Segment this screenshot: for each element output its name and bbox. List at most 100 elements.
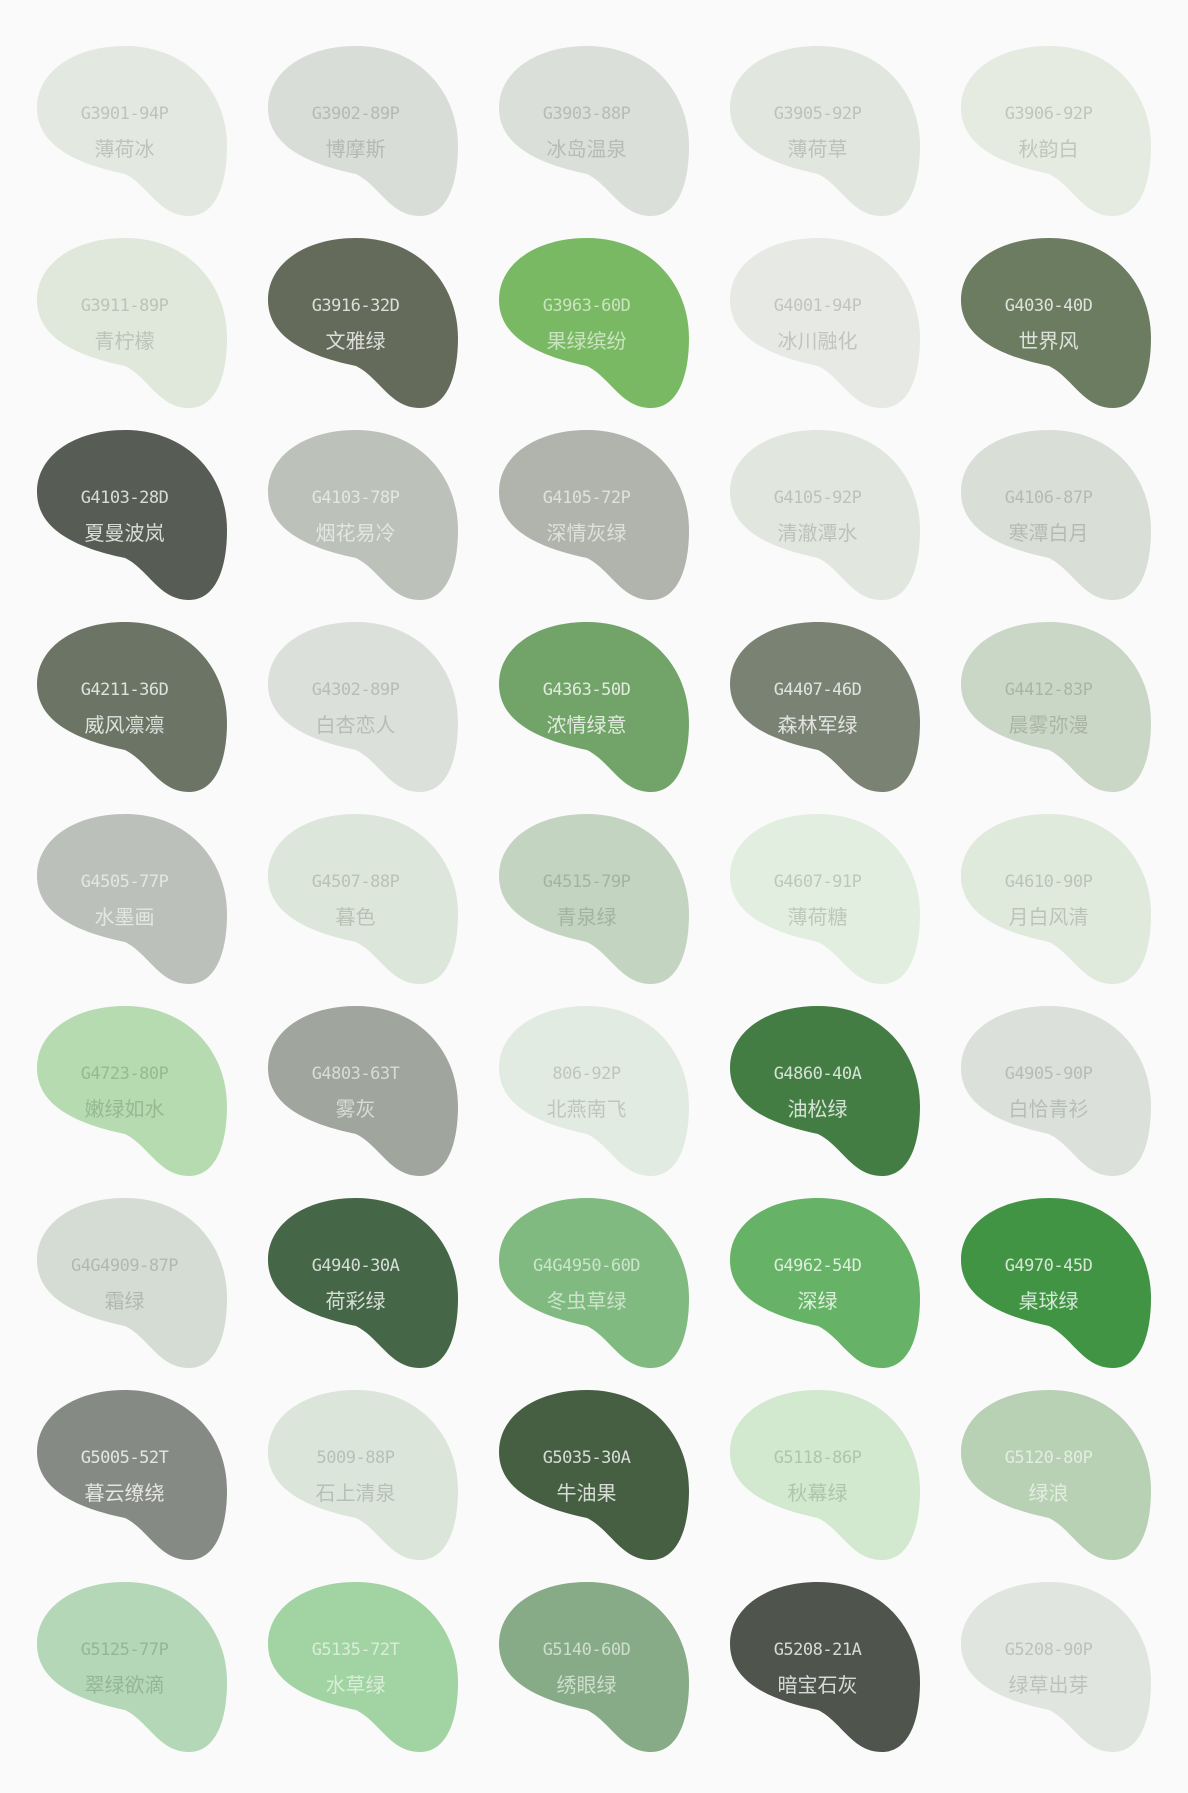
color-blob — [37, 1390, 227, 1560]
color-code: G4505-77P — [80, 872, 169, 892]
color-blob — [499, 622, 689, 792]
color-name: 森林军绿 — [777, 713, 858, 737]
color-code: G3916-32D — [311, 296, 400, 316]
color-name: 白杏恋人 — [315, 713, 396, 737]
color-code: G4001-94P — [773, 296, 862, 316]
color-code: G4103-28D — [80, 488, 169, 508]
color-code: G4G4909-87P — [70, 1256, 179, 1276]
color-code: G4105-72P — [542, 488, 631, 508]
color-blob — [268, 814, 458, 984]
color-blob — [268, 1582, 458, 1752]
color-code: G4607-91P — [773, 872, 862, 892]
color-code: G5035-30A — [542, 1448, 631, 1468]
color-swatch: G4030-40D 世界风 — [961, 238, 1151, 408]
color-name: 北燕南飞 — [546, 1097, 627, 1121]
color-code: G4803-63T — [311, 1064, 400, 1084]
color-code: G5135-72T — [311, 1640, 400, 1660]
color-swatch: G5140-60D 绣眼绿 — [499, 1582, 689, 1752]
color-code: G4407-46D — [773, 680, 862, 700]
color-swatch: G4363-50D 浓情绿意 — [499, 622, 689, 792]
color-code: G4103-78P — [311, 488, 400, 508]
color-name: 暮色 — [335, 905, 376, 929]
color-name: 白恰青衫 — [1008, 1097, 1089, 1121]
color-blob — [730, 814, 920, 984]
color-name: 绿浪 — [1028, 1481, 1069, 1505]
color-blob — [730, 1582, 920, 1752]
color-blob — [961, 1006, 1151, 1176]
color-blob — [961, 622, 1151, 792]
color-name: 翠绿欲滴 — [84, 1673, 165, 1697]
color-name: 青泉绿 — [556, 905, 617, 929]
color-code: G3901-94P — [80, 104, 169, 124]
color-code: G5125-77P — [80, 1640, 169, 1660]
color-blob — [37, 238, 227, 408]
color-blob — [730, 46, 920, 216]
color-blob — [730, 1198, 920, 1368]
color-swatch: G4407-46D 森林军绿 — [730, 622, 920, 792]
color-swatch: G5208-21A 暗宝石灰 — [730, 1582, 920, 1752]
color-swatch: G4507-88P 暮色 — [268, 814, 458, 984]
color-code: G4363-50D — [542, 680, 631, 700]
color-blob — [730, 430, 920, 600]
color-name: 博摩斯 — [325, 137, 386, 161]
color-blob — [37, 1582, 227, 1752]
color-blob — [268, 430, 458, 600]
color-name: 烟花易冷 — [315, 521, 396, 545]
color-blob — [37, 1006, 227, 1176]
color-name: 秋幕绿 — [787, 1481, 848, 1505]
color-name: 夏曼波岚 — [84, 521, 165, 545]
color-name: 世界风 — [1018, 329, 1079, 353]
color-swatch: G4962-54D 深绿 — [730, 1198, 920, 1368]
color-name: 清澈潭水 — [777, 521, 858, 545]
color-swatch: G4723-80P 嫩绿如水 — [37, 1006, 227, 1176]
color-blob — [730, 1006, 920, 1176]
color-blob — [961, 814, 1151, 984]
color-code: G4610-90P — [1004, 872, 1093, 892]
color-blob — [499, 430, 689, 600]
color-code: G5140-60D — [542, 1640, 631, 1660]
color-blob — [499, 1390, 689, 1560]
color-blob — [268, 46, 458, 216]
color-swatch: G4G4909-87P 霜绿 — [37, 1198, 227, 1368]
color-blob — [961, 1582, 1151, 1752]
color-name: 雾灰 — [335, 1097, 376, 1121]
color-blob — [268, 238, 458, 408]
color-blob — [37, 622, 227, 792]
color-blob — [37, 814, 227, 984]
color-swatch-grid: G3901-94P 薄荷冰 G3902-89P 博摩斯 G3903-88P 冰岛温泉 G39… — [37, 46, 1151, 1752]
color-name: 牛油果 — [556, 1481, 617, 1505]
color-code: 806-92P — [552, 1064, 621, 1084]
color-blob — [499, 238, 689, 408]
color-blob — [37, 46, 227, 216]
color-blob — [499, 46, 689, 216]
color-code: G3906-92P — [1004, 104, 1093, 124]
color-blob — [961, 430, 1151, 600]
color-code: G5120-80P — [1004, 1448, 1093, 1468]
color-swatch: G5208-90P 绿草出芽 — [961, 1582, 1151, 1752]
color-blob — [961, 238, 1151, 408]
color-name: 文雅绿 — [325, 329, 386, 353]
color-name: 晨雾弥漫 — [1008, 713, 1089, 737]
color-code: G4211-36D — [80, 680, 169, 700]
color-swatch: G3903-88P 冰岛温泉 — [499, 46, 689, 216]
color-swatch: G4105-92P 清澈潭水 — [730, 430, 920, 600]
color-swatch: G5135-72T 水草绿 — [268, 1582, 458, 1752]
color-name: 秋韵白 — [1018, 137, 1079, 161]
color-name: 薄荷草 — [787, 137, 848, 161]
color-swatch: G4905-90P 白恰青衫 — [961, 1006, 1151, 1176]
color-blob — [961, 46, 1151, 216]
color-blob — [37, 430, 227, 600]
color-swatch: G3906-92P 秋韵白 — [961, 46, 1151, 216]
color-swatch: G4803-63T 雾灰 — [268, 1006, 458, 1176]
color-swatch: G4610-90P 月白风清 — [961, 814, 1151, 984]
color-swatch: G3911-89P 青柠檬 — [37, 238, 227, 408]
color-blob — [499, 814, 689, 984]
color-swatch: 806-92P 北燕南飞 — [499, 1006, 689, 1176]
color-blob — [961, 1390, 1151, 1560]
color-swatch: G5125-77P 翠绿欲滴 — [37, 1582, 227, 1752]
color-code: G4302-89P — [311, 680, 400, 700]
color-code: G4105-92P — [773, 488, 862, 508]
color-swatch: G4302-89P 白杏恋人 — [268, 622, 458, 792]
color-code: G4507-88P — [311, 872, 400, 892]
color-swatch: G4106-87P 寒潭白月 — [961, 430, 1151, 600]
